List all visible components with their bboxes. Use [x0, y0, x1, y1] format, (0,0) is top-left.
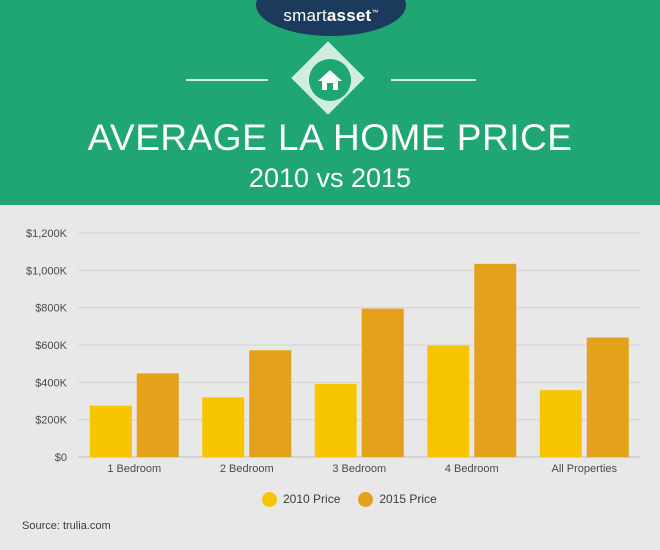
brand-logo: smartasset™	[256, 6, 406, 26]
source-note: Source: trulia.com	[22, 520, 111, 532]
bar-2015	[474, 263, 517, 457]
y-tick-label: $400K	[35, 377, 67, 389]
bar-2010	[202, 397, 245, 457]
page-title: AVERAGE LA HOME PRICE	[87, 117, 573, 158]
x-tick-label: 1 Bedroom	[107, 463, 161, 475]
x-tick-label: 2 Bedroom	[220, 463, 274, 475]
header-rule-left	[186, 79, 268, 81]
bar-2010	[427, 345, 470, 457]
y-tick-label: $1,000K	[26, 265, 68, 277]
brand-trademark: ™	[371, 9, 379, 17]
bar-2015	[136, 373, 179, 457]
y-tick-label: $800K	[35, 303, 67, 315]
header-rule-right	[391, 79, 476, 81]
y-tick-label: $200K	[35, 415, 67, 427]
legend-label-2010: 2010 Price	[283, 492, 341, 506]
legend-swatch-2010	[262, 491, 277, 507]
bar-2015	[361, 308, 404, 457]
legend-item-2010: 2010 Price	[262, 491, 341, 507]
bar-chart: $0 $200K $400K $600K $800K $1,000K $1,200K 1 B…	[26, 228, 640, 475]
bar-2015	[249, 350, 292, 457]
header-banner: smartasset™ AVERAGE LA HOME PRICE 2010 v…	[0, 0, 660, 205]
y-tick-label: $600K	[35, 340, 67, 352]
chart-legend: 2010 Price 2015 Price	[262, 489, 455, 509]
y-axis-ticks: $0 $200K $400K $600K $800K $1,000K $1,200K	[26, 228, 68, 464]
x-axis-labels: 1 Bedroom 2 Bedroom 3 Bedroom 4 Bedroom All …	[107, 463, 617, 475]
x-tick-label: 3 Bedroom	[332, 463, 386, 475]
bar-2015	[586, 337, 629, 457]
x-tick-label: 4 Bedroom	[445, 463, 499, 475]
y-tick-label: $0	[55, 452, 67, 464]
bar-2010	[539, 390, 582, 457]
legend-swatch-2015	[358, 491, 374, 507]
brand-name-part1: smart	[283, 6, 327, 25]
legend-label-2015: 2015 Price	[379, 492, 437, 506]
brand-name-part2: asset	[326, 6, 372, 25]
bar-2010	[89, 405, 132, 457]
legend-item-2015: 2015 Price	[358, 491, 437, 507]
x-tick-label: All Properties	[552, 463, 618, 475]
chart-bars	[89, 263, 629, 457]
bar-2010	[314, 383, 357, 457]
y-tick-label: $1,200K	[26, 228, 68, 240]
page-subtitle: 2010 vs 2015	[248, 163, 412, 193]
house-icon	[309, 59, 351, 101]
